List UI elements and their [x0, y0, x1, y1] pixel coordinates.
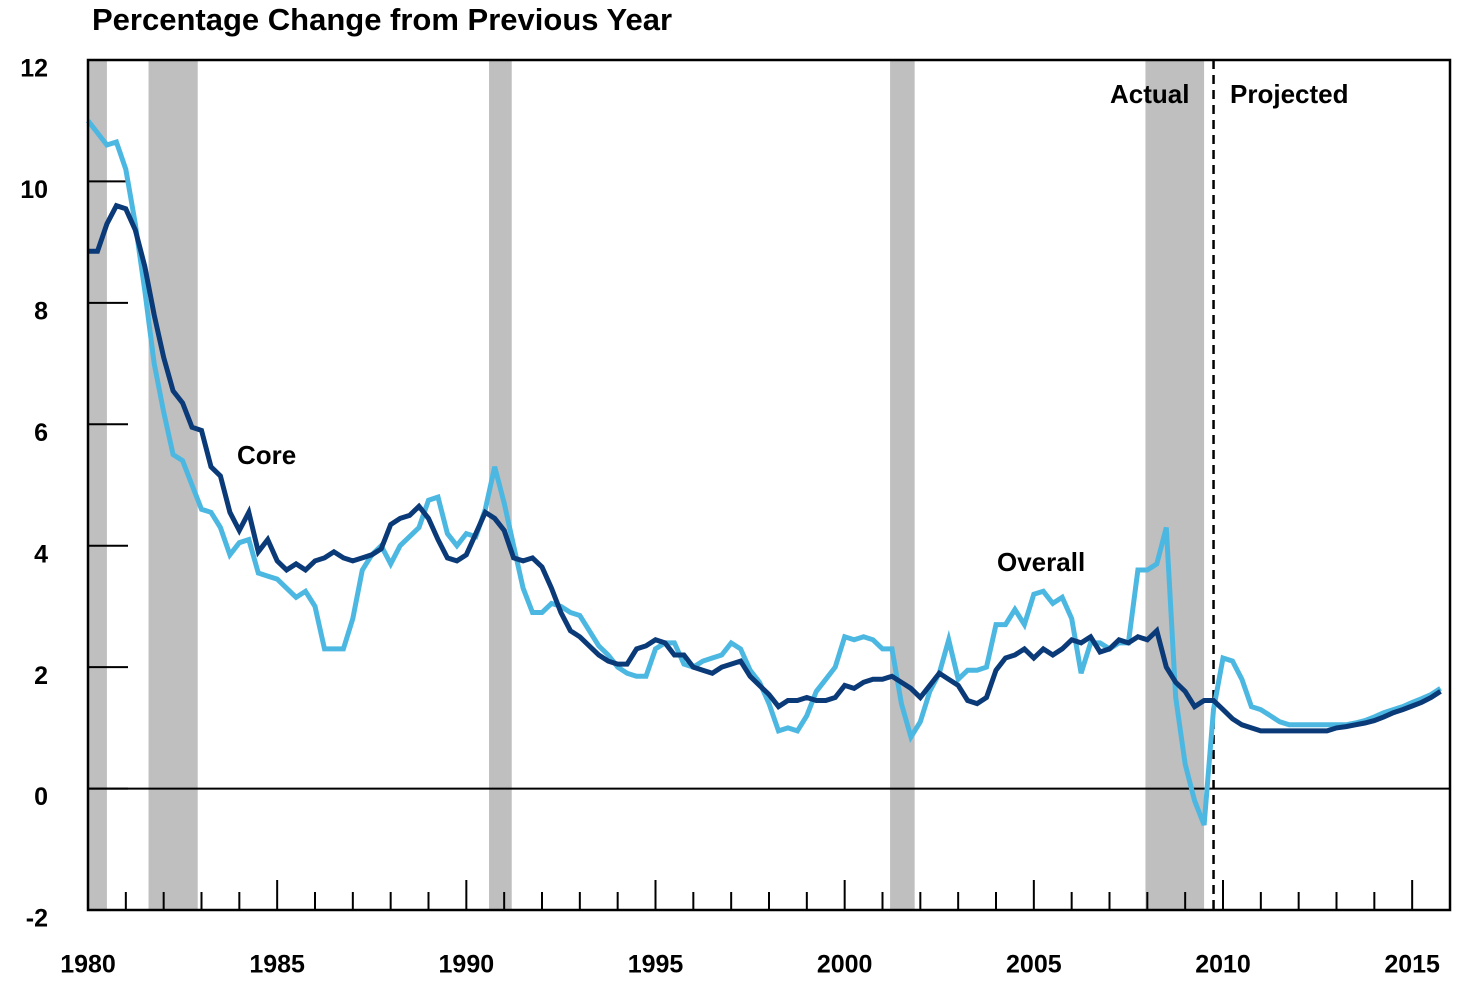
- y-tick-label: 0: [34, 783, 48, 811]
- chart-title: Percentage Change from Previous Year: [92, 2, 672, 37]
- x-tick-label: 1990: [439, 951, 495, 979]
- recession-band: [88, 60, 107, 910]
- plot-frame: [86, 58, 1452, 912]
- axes: -2 0 2 4 6 8 10 12 1980 1985 1990 1995 2000 2005 2010 2…: [20, 55, 1450, 979]
- series-label: Core: [237, 440, 296, 470]
- x-tick-label: 1985: [249, 951, 305, 979]
- x-tick-label: 2015: [1384, 951, 1440, 979]
- y-tick-label: 6: [34, 419, 48, 447]
- x-tick-label: 2010: [1195, 951, 1251, 979]
- annotation: Actual: [1110, 79, 1189, 109]
- y-tick-label: 10: [20, 176, 48, 204]
- y-tick-label: 12: [20, 55, 48, 83]
- y-tick-label: 2: [34, 662, 48, 690]
- recession-band: [890, 60, 915, 910]
- y-tick-label: -2: [26, 905, 48, 933]
- series-line: [88, 202, 1442, 734]
- recession-bands: [88, 60, 1205, 910]
- recession-band: [1145, 60, 1205, 910]
- series-label: Overall: [997, 547, 1085, 577]
- y-tick-label: 8: [34, 297, 48, 325]
- x-tick-label: 1995: [628, 951, 684, 979]
- x-tick-label: 2005: [1006, 951, 1062, 979]
- x-tick-label: 2000: [817, 951, 873, 979]
- lines: [86, 119, 1442, 826]
- annotation: Projected: [1230, 79, 1349, 109]
- x-tick-label: 1980: [60, 951, 116, 979]
- y-tick-label: 4: [34, 540, 48, 568]
